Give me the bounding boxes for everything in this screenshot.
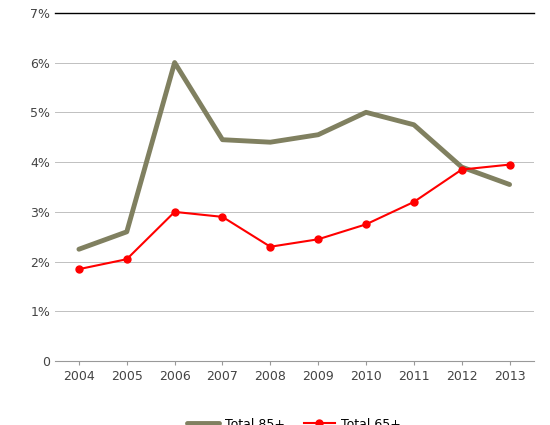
Total 85+ (410, 122, 417, 128)
Total 65+ (123, 257, 130, 262)
Total 85+ (172, 60, 178, 65)
Total 65+ (362, 222, 369, 227)
Total 85+ (458, 164, 465, 170)
Total 85+ (506, 182, 513, 187)
Total 85+ (315, 132, 322, 137)
Total 65+ (219, 214, 225, 219)
Total 65+ (267, 244, 273, 249)
Total 65+ (76, 266, 82, 272)
Total 65+ (506, 162, 513, 167)
Total 65+ (315, 237, 322, 242)
Total 65+ (410, 199, 417, 204)
Total 85+ (76, 246, 82, 252)
Total 65+ (458, 167, 465, 172)
Line: Total 85+: Total 85+ (79, 62, 509, 249)
Total 65+ (172, 210, 178, 215)
Line: Total 65+: Total 65+ (75, 161, 513, 272)
Legend: Total 85+, Total 65+: Total 85+, Total 65+ (183, 413, 406, 425)
Total 85+ (362, 110, 369, 115)
Total 85+ (267, 140, 273, 145)
Total 85+ (219, 137, 225, 142)
Total 85+ (123, 229, 130, 234)
